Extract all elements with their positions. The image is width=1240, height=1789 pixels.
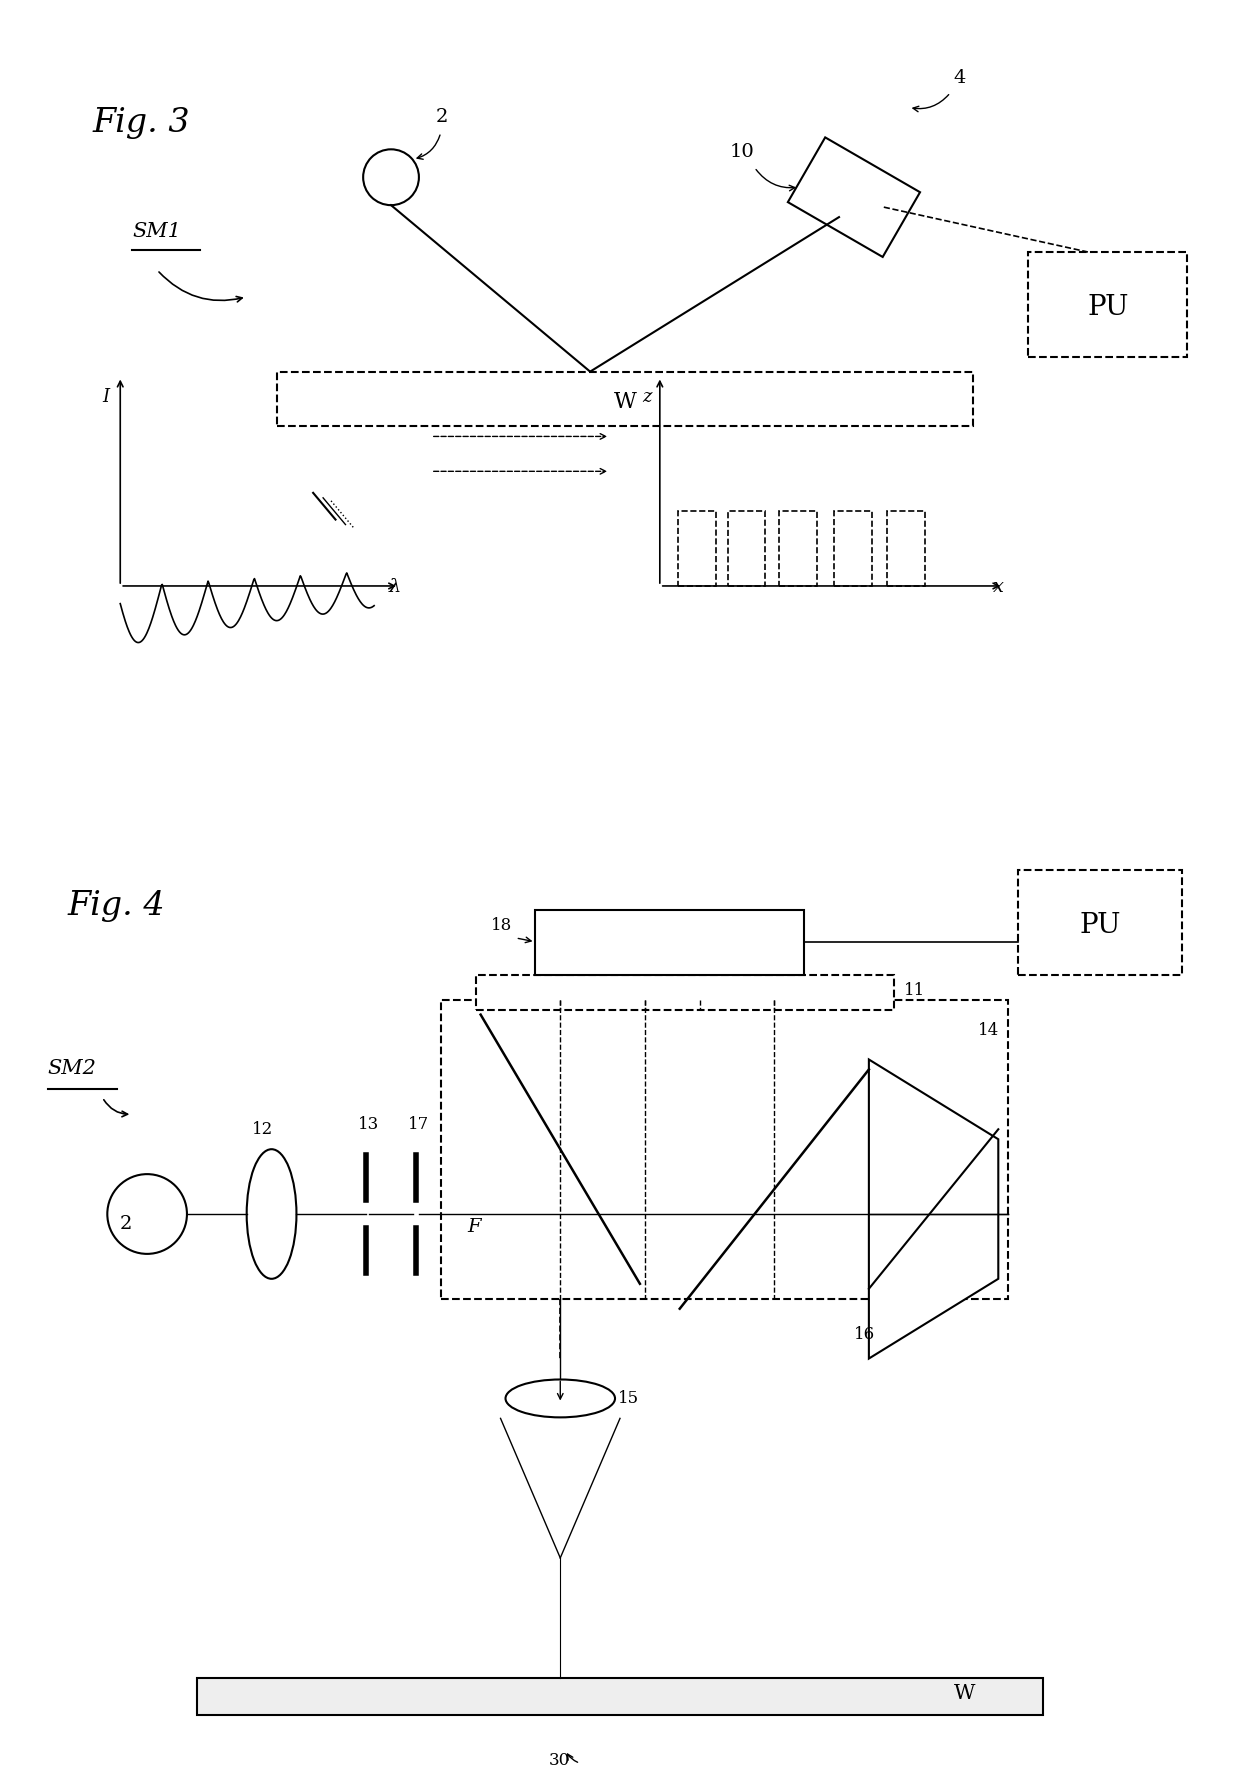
Bar [197,1678,1043,1716]
Text: 15: 15 [618,1390,639,1408]
Bar [277,372,973,426]
Text: 18: 18 [491,918,512,934]
Text: W: W [614,392,636,413]
Text: 2: 2 [435,109,448,127]
Polygon shape [787,138,920,258]
Text: 12: 12 [252,1122,273,1138]
Polygon shape [835,512,872,587]
Text: λ: λ [389,578,402,596]
Bar [1028,252,1188,356]
Text: SM1: SM1 [133,222,181,242]
Text: Fig. 3: Fig. 3 [92,107,190,140]
Text: 16: 16 [854,1326,875,1342]
Polygon shape [887,512,925,587]
Bar [1018,869,1183,975]
Text: I: I [103,388,109,406]
Text: 30: 30 [548,1751,569,1769]
Polygon shape [728,512,765,587]
Bar [476,975,894,1009]
Polygon shape [779,512,817,587]
Text: 2: 2 [119,1215,131,1233]
Text: 4: 4 [954,68,966,86]
Text: 13: 13 [358,1116,379,1132]
Text: PU: PU [1087,293,1128,320]
Ellipse shape [247,1149,296,1279]
Bar [440,1000,1008,1299]
Bar [536,911,805,975]
Text: F: F [467,1218,481,1236]
Text: 17: 17 [408,1116,429,1132]
Text: x: x [993,578,1004,596]
Text: W: W [954,1685,975,1703]
Text: PU: PU [1080,912,1121,939]
Text: 10: 10 [729,143,754,161]
Text: 11: 11 [904,982,925,1000]
Text: z: z [642,388,651,406]
Polygon shape [678,512,715,587]
Text: 14: 14 [978,1022,999,1039]
Ellipse shape [506,1379,615,1417]
Polygon shape [869,1059,998,1358]
Text: SM2: SM2 [47,1059,97,1079]
Text: Fig. 4: Fig. 4 [67,889,165,921]
